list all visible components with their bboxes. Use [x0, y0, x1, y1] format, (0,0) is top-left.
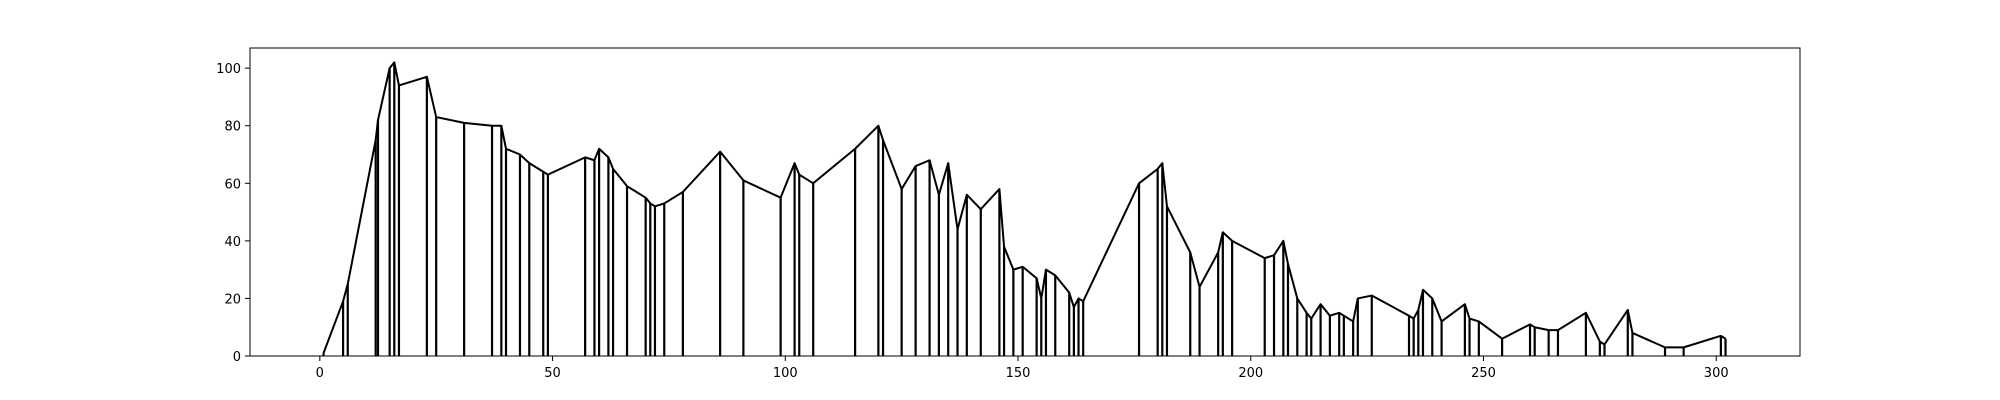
x-tick-label: 300 — [1704, 366, 1729, 381]
x-tick-label: 150 — [1006, 366, 1031, 381]
x-tick-label: 50 — [544, 366, 561, 381]
series-line — [322, 61, 1727, 354]
y-tick-label: 20 — [224, 292, 241, 307]
x-tick-label: 0 — [316, 366, 324, 381]
y-tick-label: 100 — [216, 62, 241, 77]
y-tick-label: 40 — [224, 235, 241, 250]
x-tick-label: 200 — [1238, 366, 1263, 381]
x-axis: 0 50 100 150 200 250 300 — [316, 356, 1729, 381]
x-tick-label: 100 — [773, 366, 798, 381]
y-axis: 0 20 40 60 80 100 — [216, 62, 250, 365]
y-tick-label: 0 — [233, 350, 241, 365]
plot-background — [250, 48, 1800, 356]
x-tick-label: 250 — [1471, 366, 1496, 381]
plot-frame — [249, 47, 1801, 357]
chart-marks — [322, 61, 1727, 356]
y-tick-label: 60 — [224, 177, 241, 192]
y-tick-label: 80 — [224, 120, 241, 135]
